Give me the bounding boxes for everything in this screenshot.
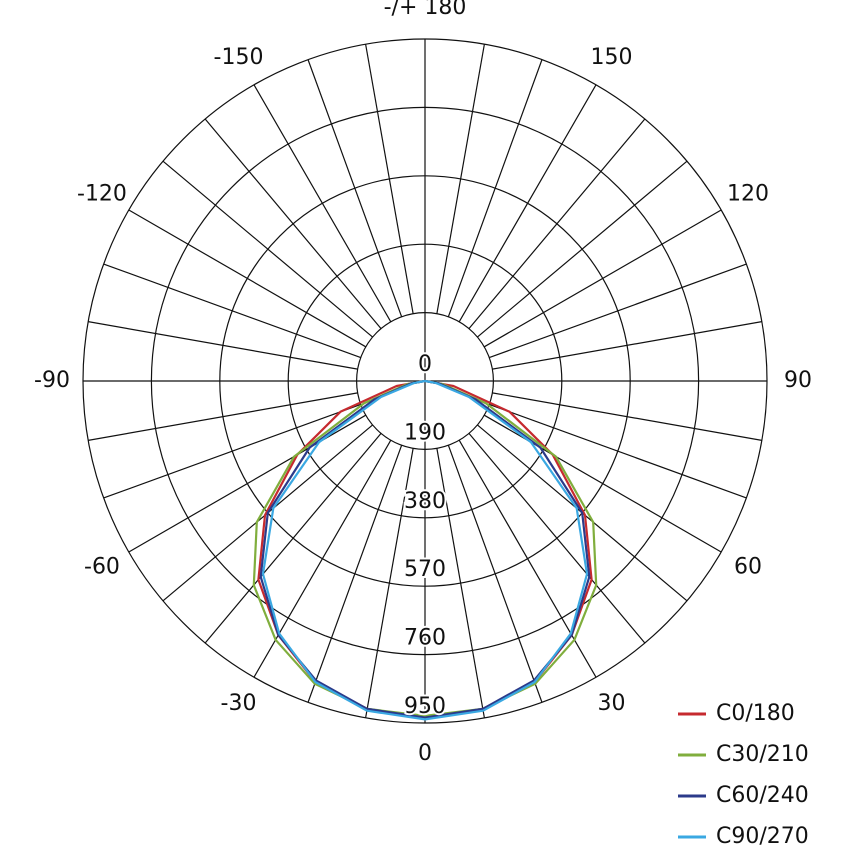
- grid-spoke: [458, 84, 597, 323]
- grid-spoke: [204, 118, 382, 329]
- grid-spoke: [103, 263, 361, 359]
- grid-spoke: [128, 209, 367, 348]
- grid-spoke: [162, 160, 373, 338]
- r-tick-label: 190: [404, 420, 446, 445]
- grid-spoke: [365, 448, 414, 718]
- theta-tick-label: -60: [84, 555, 120, 580]
- grid-spoke: [468, 118, 646, 329]
- theta-tick-label: 60: [734, 555, 762, 580]
- intensity-curve: [252, 379, 598, 717]
- legend-label: C0/180: [716, 701, 795, 726]
- grid-spoke: [468, 433, 646, 644]
- grid-spoke: [365, 44, 414, 314]
- grid-spoke: [88, 321, 358, 370]
- grid-spoke: [447, 445, 543, 703]
- grid-spoke: [307, 59, 403, 317]
- theta-tick-label: -150: [214, 45, 264, 70]
- grid-spoke: [492, 392, 762, 441]
- legend-label: C90/270: [716, 824, 809, 849]
- grid-spoke: [204, 433, 382, 644]
- theta-tick-label: -/+ 180: [384, 0, 467, 20]
- theta-tick-label: -120: [77, 182, 127, 207]
- theta-tick-label: 120: [727, 182, 769, 207]
- grid-spoke: [128, 414, 367, 553]
- legend-label: C60/240: [716, 783, 809, 808]
- grid-spoke: [88, 392, 358, 441]
- grid-spoke: [253, 439, 392, 678]
- grid-spoke: [489, 263, 747, 359]
- grid-spoke: [436, 448, 485, 718]
- theta-tick-label: 0: [418, 741, 432, 766]
- theta-tick-label: 150: [591, 45, 633, 70]
- r-tick-label: 0: [418, 352, 432, 377]
- grid-spoke: [253, 84, 392, 323]
- r-tick-label: 380: [404, 489, 446, 514]
- intensity-curve: [261, 379, 589, 721]
- grid-spoke: [489, 403, 747, 499]
- r-tick-label: 760: [404, 626, 446, 651]
- grid-spoke: [483, 414, 722, 553]
- grid-spoke: [103, 403, 361, 499]
- legend-label: C30/210: [716, 742, 809, 767]
- theta-tick-label: 90: [784, 368, 812, 393]
- grid-spoke: [307, 445, 403, 703]
- grid-spoke: [483, 209, 722, 348]
- theta-tick-label: 30: [598, 691, 626, 716]
- grid-spoke: [458, 439, 597, 678]
- theta-tick-label: -30: [221, 691, 257, 716]
- theta-tick-label: -90: [34, 368, 70, 393]
- grid-spoke: [492, 321, 762, 370]
- grid-spoke: [477, 160, 688, 338]
- grid-spoke: [447, 59, 543, 317]
- r-tick-label: 570: [404, 557, 446, 582]
- intensity-curve: [259, 379, 591, 719]
- r-tick-label: 950: [404, 694, 446, 719]
- grid-spoke: [436, 44, 485, 314]
